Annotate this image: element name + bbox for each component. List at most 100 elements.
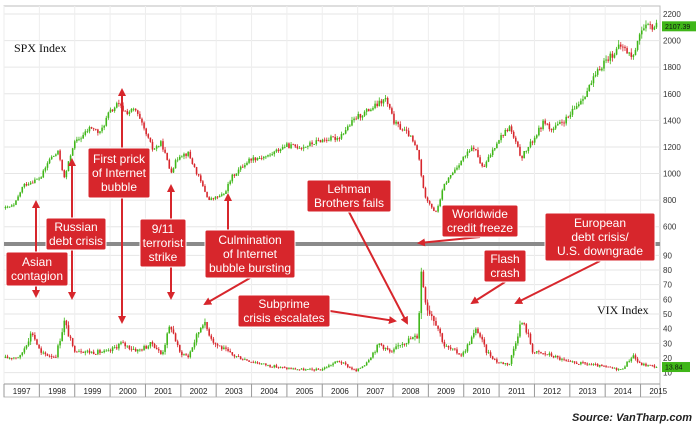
candle-body	[462, 352, 465, 356]
candle-body	[244, 165, 246, 168]
candle-body	[617, 369, 620, 371]
candle-body	[183, 153, 185, 157]
candle-body	[584, 362, 586, 364]
candle-body	[544, 353, 546, 355]
candle-body	[319, 140, 322, 143]
candle-body	[46, 163, 49, 168]
candle-body	[622, 368, 624, 370]
candle-body	[99, 350, 101, 353]
candle-body	[237, 356, 240, 358]
candle-body	[603, 365, 605, 367]
candle-body	[71, 338, 74, 346]
spx-tick-label: 600	[663, 223, 677, 232]
vix-tick-label: 30	[663, 339, 672, 348]
annotation-box	[5, 251, 69, 287]
candle-body	[176, 341, 179, 346]
candle-body	[105, 350, 108, 352]
candle-body	[283, 367, 286, 369]
candle-body	[323, 139, 326, 141]
candle-body	[565, 359, 567, 361]
candle-body	[619, 369, 622, 370]
candle-body	[441, 333, 444, 342]
candle-body	[430, 203, 433, 208]
candle-body	[193, 164, 196, 168]
candle-body	[391, 108, 393, 114]
candle-body	[10, 205, 13, 207]
candle-body	[277, 149, 280, 152]
candle-body	[529, 333, 532, 345]
candle-body	[409, 135, 412, 137]
candle-body	[237, 169, 240, 174]
candle-body	[15, 200, 17, 205]
candle-body	[470, 147, 473, 152]
candle-body	[225, 347, 227, 349]
candle-body	[548, 123, 551, 130]
candle-body	[107, 112, 110, 118]
candle-body	[475, 328, 477, 333]
vix-tick-label: 60	[663, 295, 672, 304]
candle-body	[120, 342, 122, 344]
candle-body	[592, 76, 595, 84]
candle-body	[302, 368, 305, 371]
spx-tick-label: 1000	[663, 170, 681, 179]
candle-body	[246, 162, 248, 166]
candle-body	[267, 364, 269, 366]
candle-body	[265, 156, 267, 158]
candle-body	[382, 99, 385, 104]
candle-body	[588, 84, 591, 91]
candle-body	[115, 103, 118, 108]
candle-body	[527, 332, 530, 334]
candle-body	[598, 69, 601, 71]
candle-body	[265, 363, 267, 366]
candle-body	[73, 141, 76, 149]
candle-body	[36, 339, 38, 345]
candle-body	[84, 351, 87, 353]
candle-body	[575, 362, 578, 365]
candle-body	[424, 187, 427, 198]
candle-body	[21, 352, 24, 356]
candle-body	[519, 324, 521, 337]
candle-body	[349, 125, 351, 127]
candle-body	[248, 360, 250, 362]
candle-body	[113, 347, 116, 349]
candle-body	[101, 352, 103, 354]
candle-body	[122, 342, 124, 344]
candle-body	[586, 90, 588, 97]
candle-body	[420, 159, 423, 176]
candle-body	[153, 344, 156, 348]
candle-body	[97, 350, 99, 355]
candle-body	[613, 367, 616, 369]
candle-body	[496, 143, 498, 149]
candle-body	[399, 344, 402, 346]
annotation-text: First prick	[93, 152, 146, 166]
annotation-text: Brothers fails	[314, 196, 384, 210]
candle-body	[416, 335, 418, 339]
candle-body	[443, 183, 446, 191]
candle-body	[63, 320, 66, 333]
candle-body	[273, 365, 276, 368]
candle-body	[573, 361, 576, 363]
candle-body	[48, 159, 51, 164]
candle-body	[82, 134, 84, 139]
candle-body	[223, 347, 225, 350]
candle-body	[42, 170, 45, 178]
candle-body	[636, 358, 639, 362]
candle-body	[134, 108, 137, 111]
candle-body	[292, 368, 294, 370]
candle-body	[136, 349, 139, 352]
candle-body	[409, 338, 412, 340]
candle-body	[233, 354, 236, 357]
candle-body	[596, 69, 599, 75]
candle-body	[214, 342, 217, 345]
candle-body	[233, 174, 236, 176]
spx-tick-label: 1600	[663, 90, 681, 99]
candle-body	[336, 361, 339, 362]
candle-body	[178, 156, 181, 160]
candle-body	[622, 46, 624, 48]
candle-body	[332, 136, 334, 138]
annotation-text: debt crisis	[49, 234, 103, 248]
candle-body	[111, 347, 114, 351]
annotation-arrow	[203, 277, 251, 306]
candle-body	[590, 83, 593, 85]
